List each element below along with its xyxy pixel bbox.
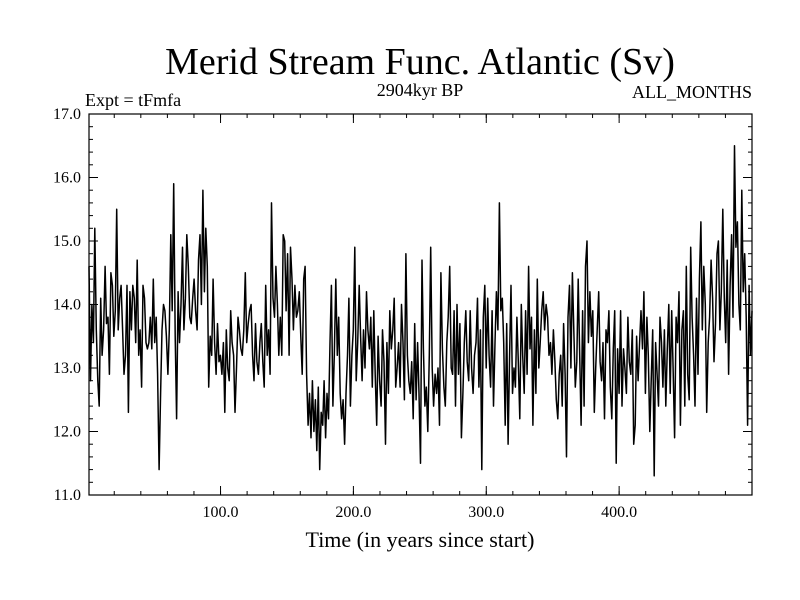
months-label: ALL_MONTHS bbox=[632, 82, 752, 102]
x-tick-label: 100.0 bbox=[203, 504, 239, 521]
experiment-label: Expt = tFmfa bbox=[85, 90, 181, 110]
y-tick-label: 16.0 bbox=[53, 170, 81, 187]
y-tick-label: 15.0 bbox=[53, 233, 81, 250]
x-tick-label: 400.0 bbox=[601, 504, 637, 521]
y-tick-label: 11.0 bbox=[54, 487, 81, 504]
chart-title: Merid Stream Func. Atlantic (Sv) bbox=[165, 41, 675, 83]
data-series-line bbox=[88, 145, 753, 477]
x-tick-label: 300.0 bbox=[468, 504, 504, 521]
y-tick-label: 17.0 bbox=[53, 106, 81, 123]
plot-area: 11.0 12.0 13.0 14.0 15.0 16.0 17.0 100.0 200.0 30… bbox=[53, 106, 753, 521]
x-axis-label: Time (in years since start) bbox=[306, 527, 535, 552]
axis-tick-labels: 11.0 12.0 13.0 14.0 15.0 16.0 17.0 100.0 200.0 30… bbox=[53, 106, 637, 521]
y-tick-label: 12.0 bbox=[53, 424, 81, 441]
x-tick-label: 200.0 bbox=[335, 504, 371, 521]
y-tick-label: 13.0 bbox=[53, 360, 81, 377]
period-label: 2904kyr BP bbox=[377, 80, 464, 100]
y-tick-label: 14.0 bbox=[53, 297, 81, 314]
